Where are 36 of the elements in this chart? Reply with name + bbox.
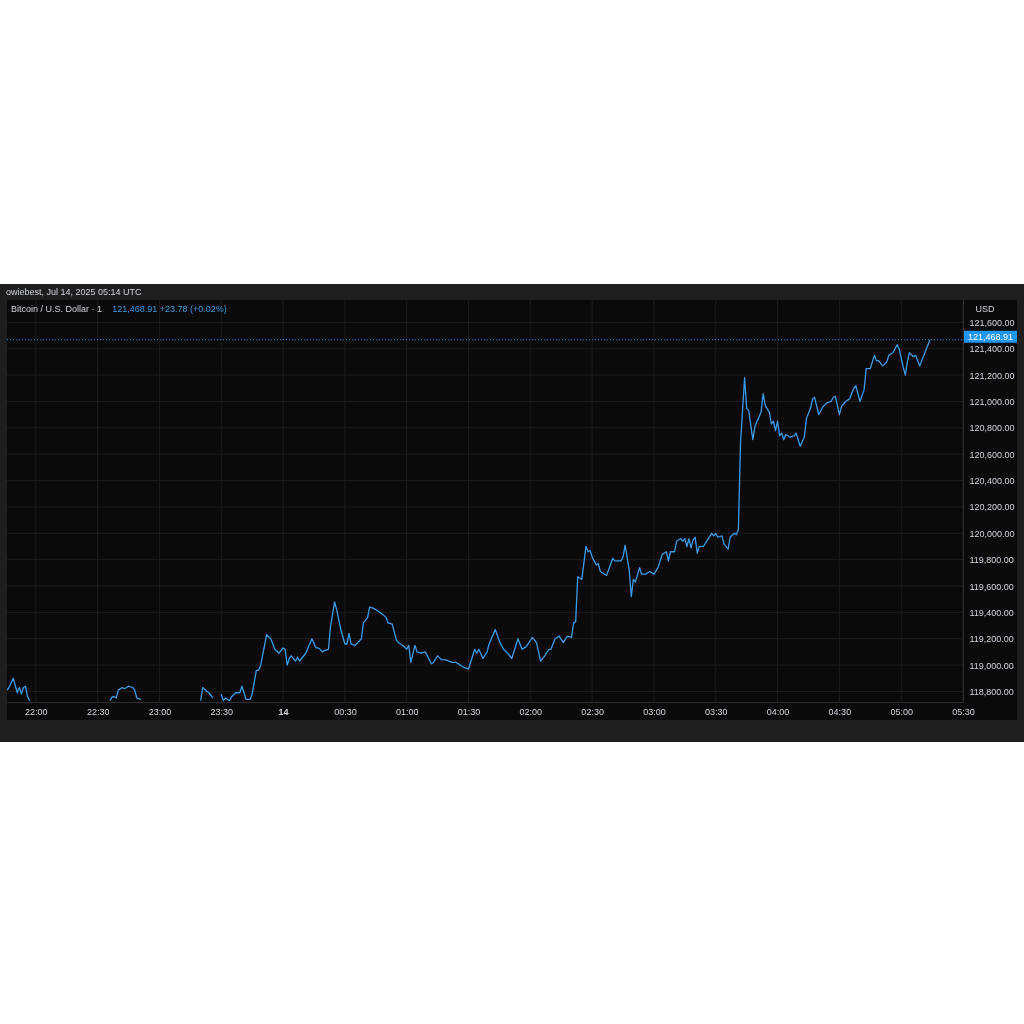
x-tick-label: 22:00: [25, 706, 48, 717]
x-tick-label: 05:30: [952, 706, 975, 717]
y-tick-label: 121,600.00: [969, 317, 1015, 328]
ref-line-label: 121,468.91: [968, 331, 1014, 342]
x-tick-label: 03:00: [643, 706, 666, 717]
y-tick-label: 118,800.00: [969, 686, 1014, 697]
annotation: 121,468.91 +23.78 (+0.02%): [112, 304, 227, 314]
y-axis-title: USD: [975, 303, 995, 314]
y-tick-label: 120,000.00: [969, 528, 1015, 539]
x-tick-label: 22:30: [86, 706, 110, 717]
y-tick-label: 119,600.00: [969, 581, 1014, 592]
x-tick-label: 14: [278, 706, 289, 717]
x-tick-label: 04:00: [766, 706, 790, 717]
x-tick-label: 05:00: [890, 706, 913, 717]
x-tick-label: 01:00: [395, 706, 419, 717]
y-tick-label: 120,400.00: [969, 476, 1015, 487]
y-tick-label: 121,400.00: [969, 344, 1015, 355]
text: owiebest, Jul 14, 2025 05:14 UTC: [6, 287, 143, 297]
x-tick-label: 04:30: [828, 706, 852, 717]
y-tick-label: 119,200.00: [969, 634, 1014, 645]
y-tick-label: 120,800.00: [969, 423, 1015, 434]
y-tick-label: 120,200.00: [969, 502, 1015, 513]
x-tick-label: 23:00: [148, 706, 172, 717]
chart-title: Bitcoin / U.S. Dollar · 1: [11, 304, 103, 314]
y-tick-label: 121,000.00: [969, 396, 1015, 407]
x-tick-label: 01:30: [457, 706, 481, 717]
y-tick-label: 119,000.00: [969, 660, 1014, 671]
y-tick-label: 120,600.00: [969, 449, 1015, 460]
y-tick-label: 119,400.00: [969, 607, 1014, 618]
y-tick-label: 121,200.00: [969, 370, 1015, 381]
x-tick-label: 02:30: [581, 706, 604, 717]
x-tick-label: 02:00: [519, 706, 543, 717]
x-tick-label: 00:30: [334, 706, 357, 717]
x-tick-label: 23:30: [210, 706, 234, 717]
x-tick-label: 03:30: [704, 706, 728, 717]
y-tick-label: 119,800.00: [969, 555, 1014, 566]
